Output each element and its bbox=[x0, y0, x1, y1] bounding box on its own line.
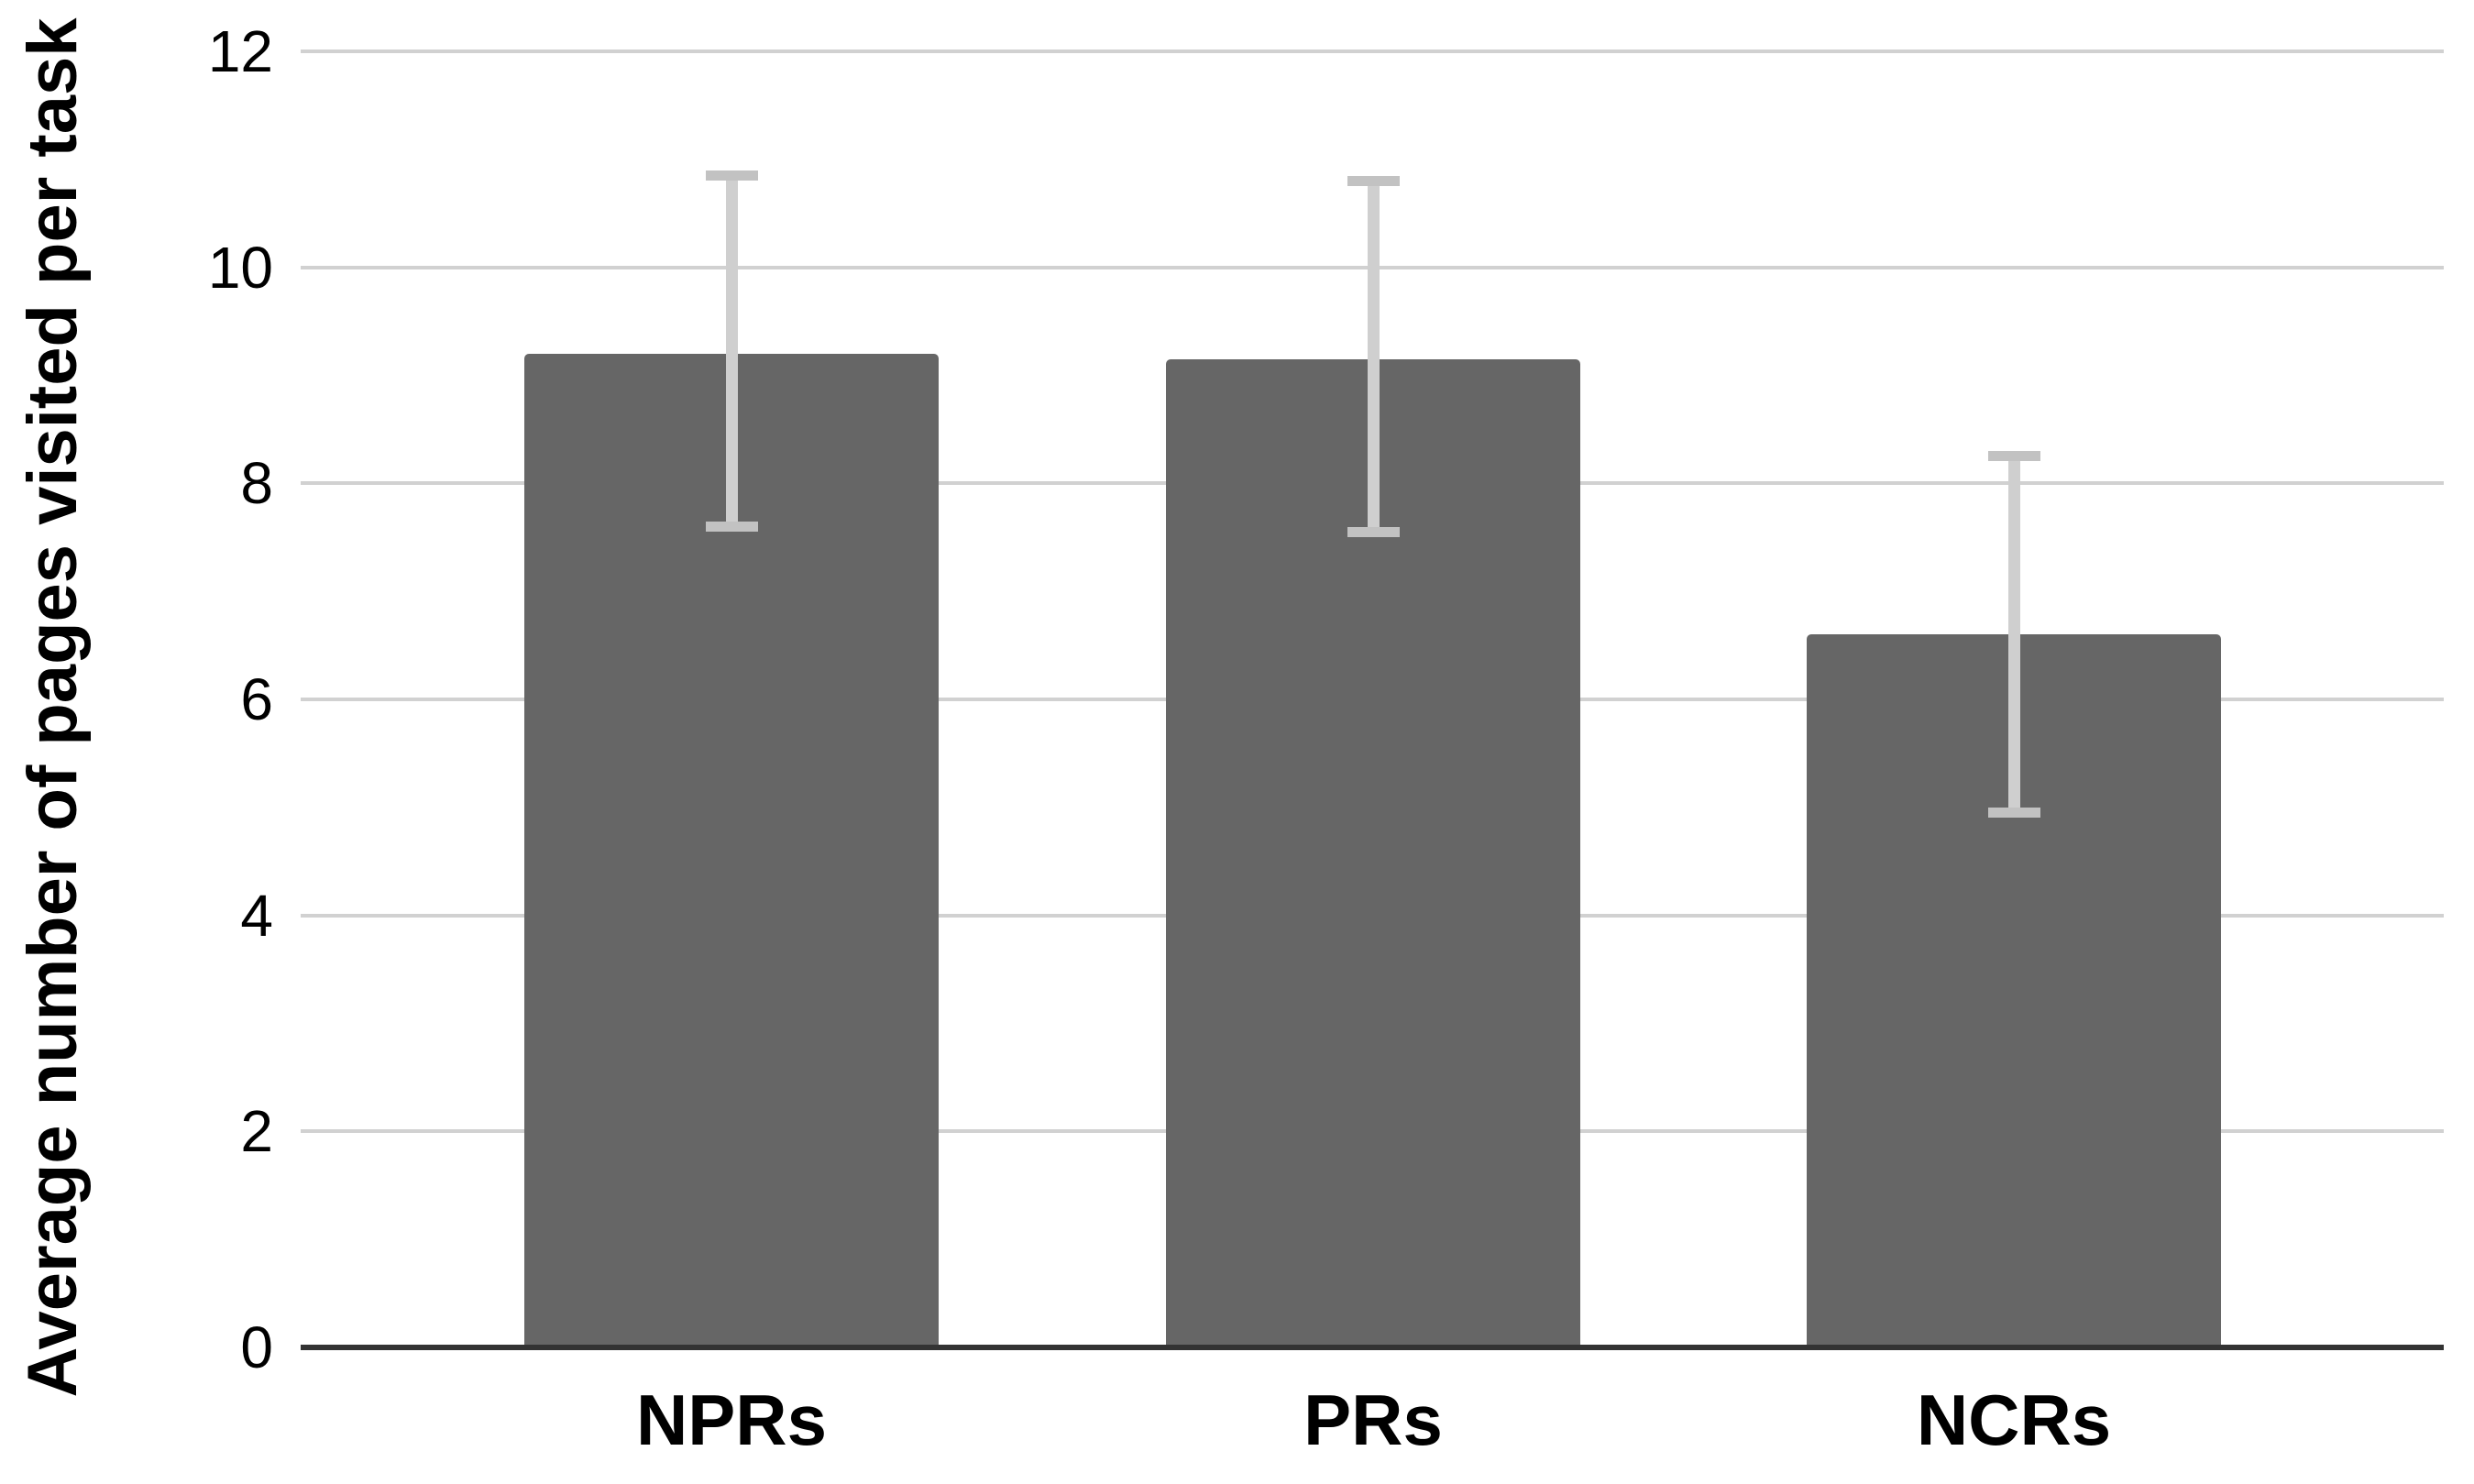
x-label-ncrs: NCRs bbox=[1916, 1380, 2112, 1460]
error-bar-stem-ncrs bbox=[2007, 456, 2020, 813]
y-tick-label-4: 4 bbox=[240, 882, 273, 949]
error-bar-bottom-cap-prs bbox=[1347, 526, 1400, 537]
error-bar-top-cap-prs bbox=[1347, 175, 1400, 186]
y-tick-label-0: 0 bbox=[240, 1314, 273, 1380]
error-bar-top-cap-ncrs bbox=[1987, 451, 2040, 462]
y-tick-label-2: 2 bbox=[240, 1098, 273, 1165]
y-tick-label-10: 10 bbox=[207, 234, 273, 301]
error-bar-bottom-cap-nprs bbox=[705, 521, 758, 532]
gridline-y12 bbox=[301, 49, 2444, 53]
error-bar-bottom-cap-ncrs bbox=[1987, 808, 2040, 819]
error-bar-top-cap-nprs bbox=[705, 170, 758, 181]
error-bar-stem-prs bbox=[1367, 181, 1380, 533]
x-label-nprs: NPRs bbox=[635, 1380, 828, 1460]
y-tick-label-6: 6 bbox=[240, 666, 273, 732]
x-label-prs: PRs bbox=[1303, 1380, 1443, 1460]
error-bar-stem-nprs bbox=[725, 175, 738, 527]
y-tick-label-12: 12 bbox=[207, 18, 273, 84]
x-axis-line bbox=[301, 1345, 2444, 1350]
y-tick-label-8: 8 bbox=[240, 450, 273, 517]
